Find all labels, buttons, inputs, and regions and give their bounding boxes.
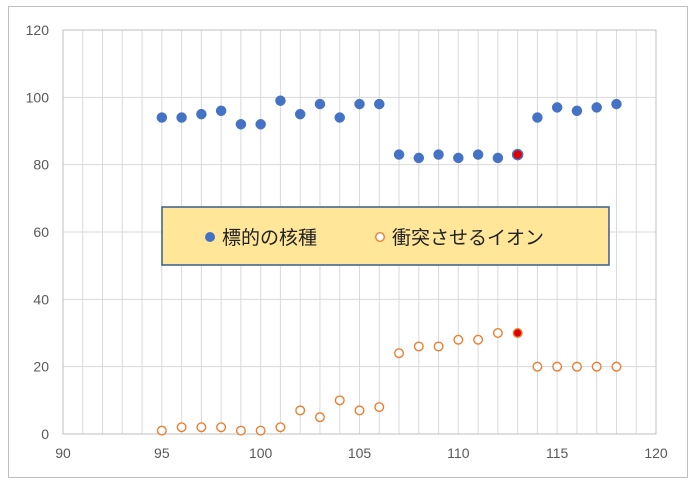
target-point — [275, 95, 286, 106]
x-tick-label: 90 — [55, 445, 71, 461]
legend-marker-projectile — [375, 231, 386, 242]
target-point — [255, 119, 266, 130]
projectile-point — [394, 348, 405, 359]
projectile-point — [216, 422, 227, 433]
projectile-point — [532, 361, 543, 372]
axes: 0 20 40 60 80 100 120 90 95 100 105 110 115 120 — [26, 22, 668, 461]
target-point — [374, 98, 385, 110]
projectile-point — [571, 361, 582, 372]
y-tick-label: 100 — [26, 89, 50, 105]
projectile-point — [413, 341, 424, 352]
legend-marker-target — [205, 232, 215, 242]
projectile-point — [334, 395, 345, 406]
y-tick-label: 120 — [26, 22, 50, 38]
x-tick-label: 100 — [249, 445, 273, 461]
legend: 標的の核種 衝突させるイオン — [161, 206, 610, 266]
projectile-point — [473, 334, 484, 345]
projectile-point — [176, 422, 187, 433]
projectile-point — [512, 328, 523, 339]
projectile-point — [255, 425, 266, 436]
projectile-point — [156, 425, 167, 436]
target-point — [314, 98, 326, 110]
target-point — [611, 98, 622, 110]
target-point — [176, 112, 187, 123]
legend-box — [161, 206, 610, 266]
projectile-point — [235, 425, 246, 436]
y-tick-label: 60 — [33, 224, 49, 240]
projectile-point — [591, 361, 602, 372]
x-tick-label: 95 — [154, 445, 170, 461]
projectile-point — [275, 422, 286, 433]
target-point — [235, 119, 247, 130]
target-point — [492, 152, 504, 164]
target-point — [571, 105, 583, 117]
y-tick-label: 20 — [33, 359, 49, 375]
projectile-point — [453, 334, 464, 345]
target-point — [532, 112, 543, 123]
projectile-point — [374, 402, 385, 413]
legend-label-projectile: 衝突させるイオン — [392, 227, 544, 249]
target-point — [511, 148, 524, 161]
target-point — [433, 149, 444, 160]
projectile-point — [196, 422, 207, 433]
target-point — [215, 105, 227, 117]
projectile-point — [552, 361, 563, 372]
legend-label-target: 標的の核種 — [222, 227, 317, 249]
target-point — [551, 102, 563, 113]
y-tick-label: 0 — [41, 426, 49, 442]
target-point — [334, 112, 345, 123]
projectile-point — [314, 412, 325, 423]
projectile-point — [354, 405, 365, 416]
x-tick-label: 115 — [546, 445, 569, 461]
target-point — [354, 98, 365, 110]
target-point — [472, 149, 484, 160]
target-point — [393, 149, 405, 160]
projectile-point — [611, 361, 622, 372]
target-point — [196, 108, 207, 120]
target-point — [413, 152, 425, 164]
projectile-point — [295, 405, 306, 416]
target-point — [453, 152, 464, 164]
plot-area-border — [62, 29, 657, 435]
x-tick-label: 120 — [644, 445, 668, 461]
target-point — [156, 112, 168, 123]
x-tick-label: 110 — [447, 445, 470, 461]
target-point — [591, 102, 602, 113]
x-tick-label: 105 — [348, 445, 372, 461]
target-point — [294, 108, 306, 120]
y-tick-label: 40 — [33, 291, 49, 307]
data-points — [156, 95, 622, 436]
projectile-point — [492, 328, 503, 339]
y-tick-label: 80 — [33, 157, 49, 173]
projectile-point — [433, 341, 444, 352]
